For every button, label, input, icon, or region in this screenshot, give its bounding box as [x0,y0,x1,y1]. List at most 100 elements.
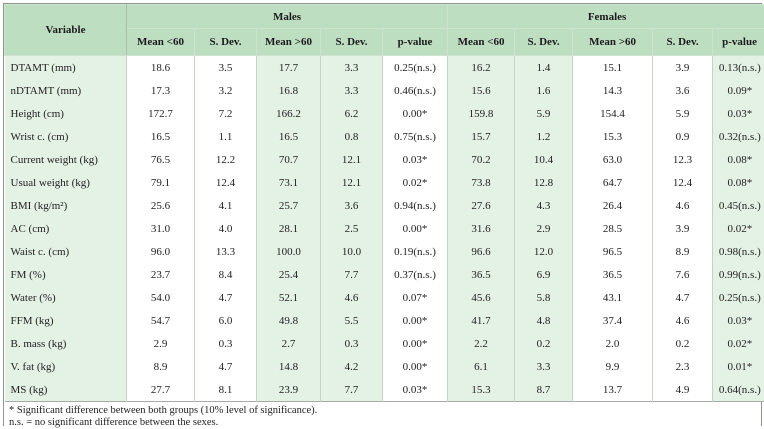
value-cell: 0.02* [713,217,764,240]
value-cell: 31.6 [448,217,515,240]
value-cell: 6.1 [448,355,515,378]
value-cell: 8.1 [195,378,257,402]
value-cell: 3.9 [653,217,713,240]
value-cell: 25.7 [257,194,321,217]
value-cell: 2.7 [257,332,321,355]
value-cell: 79.1 [127,171,195,194]
value-cell: 54.0 [127,286,195,309]
value-cell: 17.3 [127,79,195,102]
value-cell: 8.9 [127,355,195,378]
value-cell: 96.6 [448,240,515,263]
value-cell: 0.2 [515,332,573,355]
value-cell: 10.0 [321,240,383,263]
value-cell: 96.0 [127,240,195,263]
variable-cell: MS (kg) [5,378,127,402]
value-cell: 28.5 [573,217,653,240]
value-cell: 0.13(n.s.) [713,56,764,80]
variable-cell: Height (cm) [5,102,127,125]
value-cell: 27.7 [127,378,195,402]
value-cell: 0.45(n.s.) [713,194,764,217]
variable-cell: DTAMT (mm) [5,56,127,80]
value-cell: 10.4 [515,148,573,171]
value-cell: 27.6 [448,194,515,217]
value-cell: 8.7 [515,378,573,402]
value-cell: 0.09* [713,79,764,102]
value-cell: 31.0 [127,217,195,240]
value-cell: 0.25(n.s.) [383,56,448,80]
value-cell: 100.0 [257,240,321,263]
value-cell: 159.8 [448,102,515,125]
value-cell: 12.1 [321,148,383,171]
value-cell: 6.0 [195,309,257,332]
value-cell: 70.2 [448,148,515,171]
value-cell: 2.0 [573,332,653,355]
value-cell: 8.4 [195,263,257,286]
value-cell: 0.99(n.s.) [713,263,764,286]
variable-cell: V. fat (kg) [5,355,127,378]
value-cell: 12.3 [653,148,713,171]
header-females-pvalue: p-value [713,29,764,56]
value-cell: 4.7 [653,286,713,309]
header-males-sdev-1: S. Dev. [195,29,257,56]
value-cell: 36.5 [573,263,653,286]
value-cell: 76.5 [127,148,195,171]
header-males-sdev-2: S. Dev. [321,29,383,56]
value-cell: 28.1 [257,217,321,240]
value-cell: 5.9 [653,102,713,125]
value-cell: 15.6 [448,79,515,102]
value-cell: 4.1 [195,194,257,217]
value-cell: 7.2 [195,102,257,125]
value-cell: 4.6 [653,309,713,332]
header-group-row: Variable Males Females [5,5,764,29]
value-cell: 0.98(n.s.) [713,240,764,263]
table-panel: Variable Males Females Mean <60 S. Dev. … [3,3,762,426]
value-cell: 12.2 [195,148,257,171]
value-cell: 5.8 [515,286,573,309]
value-cell: 3.2 [195,79,257,102]
value-cell: 0.02* [383,171,448,194]
value-cell: 12.0 [515,240,573,263]
value-cell: 25.4 [257,263,321,286]
value-cell: 3.5 [195,56,257,80]
value-cell: 1.1 [195,125,257,148]
header-group-females: Females [448,5,764,29]
header-males-mean-gt60: Mean >60 [257,29,321,56]
value-cell: 0.03* [713,309,764,332]
value-cell: 12.4 [653,171,713,194]
value-cell: 1.6 [515,79,573,102]
value-cell: 64.7 [573,171,653,194]
value-cell: 4.2 [321,355,383,378]
value-cell: 9.9 [573,355,653,378]
value-cell: 12.4 [195,171,257,194]
value-cell: 0.00* [383,355,448,378]
header-males-mean-lt60: Mean <60 [127,29,195,56]
value-cell: 0.64(n.s.) [713,378,764,402]
value-cell: 0.3 [321,332,383,355]
header-females-sdev-2: S. Dev. [653,29,713,56]
header-females-mean-gt60: Mean >60 [573,29,653,56]
value-cell: 16.5 [127,125,195,148]
value-cell: 63.0 [573,148,653,171]
value-cell: 2.9 [127,332,195,355]
value-cell: 4.0 [195,217,257,240]
value-cell: 0.75(n.s.) [383,125,448,148]
value-cell: 49.8 [257,309,321,332]
value-cell: 23.9 [257,378,321,402]
value-cell: 3.9 [653,56,713,80]
value-cell: 37.4 [573,309,653,332]
value-cell: 3.3 [321,79,383,102]
value-cell: 0.00* [383,102,448,125]
value-cell: 16.5 [257,125,321,148]
footnote-ns: n.s. = no significant difference between… [9,417,755,429]
value-cell: 1.4 [515,56,573,80]
value-cell: 0.9 [653,125,713,148]
value-cell: 45.6 [448,286,515,309]
value-cell: 2.5 [321,217,383,240]
